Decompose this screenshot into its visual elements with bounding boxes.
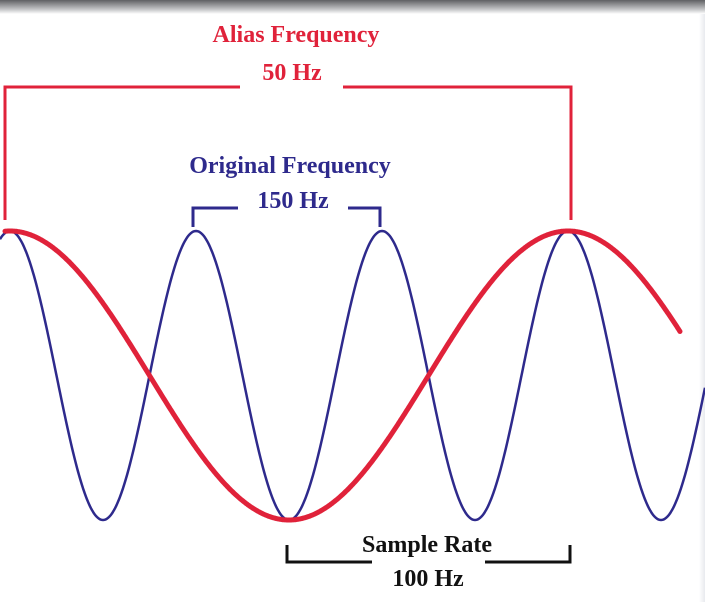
original-frequency-value: 150 Hz [257, 188, 329, 214]
alias-frequency-title: Alias Frequency [213, 22, 380, 48]
original-frequency-title: Original Frequency [189, 153, 391, 179]
sample-rate-title: Sample Rate [362, 532, 492, 558]
sample-bracket-left [285, 545, 372, 564]
alias-frequency-wave [2, 228, 683, 523]
right-edge [699, 14, 705, 602]
alias-bracket-right [343, 85, 573, 220]
original-bracket-left [191, 206, 238, 227]
top-shadow [0, 0, 705, 14]
sample-rate-value: 100 Hz [392, 566, 464, 592]
alias-bracket-left [3, 85, 240, 220]
sample-bracket-right [485, 545, 572, 564]
original-frequency-wave [0, 229, 705, 522]
alias-frequency-value: 50 Hz [262, 60, 322, 86]
original-bracket-right [348, 206, 382, 227]
